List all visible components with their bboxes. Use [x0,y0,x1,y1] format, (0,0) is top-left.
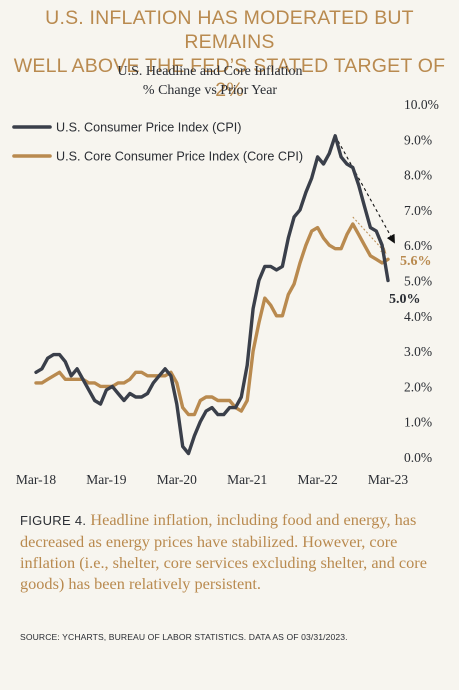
inflation-line-chart: 0.0% 1.0% 2.0% 3.0% 4.0% 5.0% 6.0% 7.0% 8.0% 9.0%… [12,97,439,487]
x-tick-label: Mar-19 [86,472,126,487]
cpi-end-label: 5.0% [389,292,421,307]
figure-caption: FIGURE 4. Headline inflation, including … [20,509,440,594]
chart-title: U.S. Headline and Core Inflation [117,64,303,79]
core-cpi-series-line [34,222,390,417]
y-tick-label: 7.0% [404,203,432,218]
cpi-series-line [34,134,390,456]
y-tick-label: 2.0% [404,379,432,394]
x-tick-label: Mar-18 [16,472,56,487]
x-tick-label: Mar-23 [368,472,408,487]
headline-line-1: U.S. INFLATION HAS MODERATED BUT REMAINS [45,7,414,53]
chart-subtitle: % Change vs Prior Year [142,83,278,98]
y-tick-label: 4.0% [404,309,432,324]
x-tick-label: Mar-20 [157,472,197,487]
y-tick-label: 5.0% [404,274,432,289]
legend-label-core-cpi: U.S. Core Consumer Price Index (Core CPI… [56,150,303,164]
cpi-trend-arrow [334,135,395,244]
figure-caption-text: Headline inflation, including food and e… [20,510,427,593]
y-tick-label: 9.0% [404,132,432,147]
x-tick-label: Mar-22 [297,472,337,487]
y-tick-label: 3.0% [404,344,432,359]
figure-label: FIGURE 4. [20,513,87,528]
x-tick-label: Mar-21 [227,472,267,487]
core-cpi-end-label: 5.6% [400,254,432,269]
y-tick-label: 8.0% [404,168,432,183]
y-tick-label: 10.0% [404,97,439,112]
headline: U.S. INFLATION HAS MODERATED BUT REMAINS… [0,6,459,102]
y-tick-label: 0.0% [404,450,432,465]
legend-label-cpi: U.S. Consumer Price Index (CPI) [56,121,241,135]
source-note: SOURCE: YCHARTS, BUREAU OF LABOR STATIST… [20,632,348,642]
y-tick-label: 6.0% [404,238,432,253]
y-tick-label: 1.0% [404,415,432,430]
headline-line-2: WELL ABOVE THE FED’S STATED TARGET OF 2% [13,55,446,101]
